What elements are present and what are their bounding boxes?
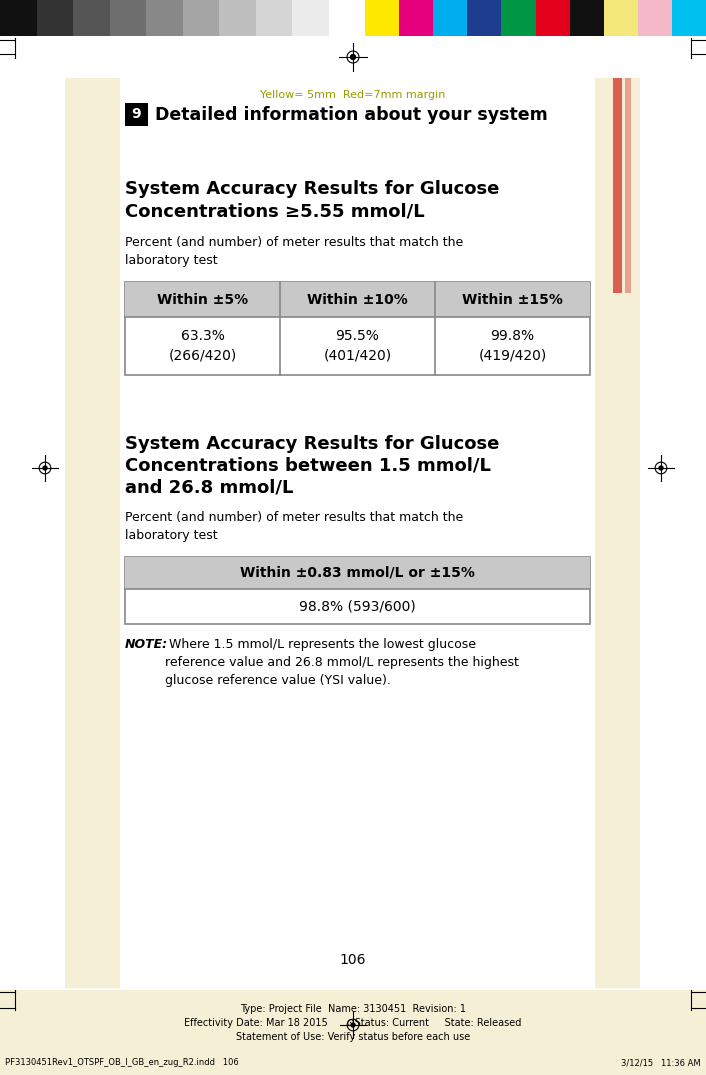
Bar (328, 0, 365, 35)
Bar (125, 557, 590, 624)
Text: Concentrations between 1.5 mmol/L: Concentrations between 1.5 mmol/L (125, 457, 491, 475)
Bar (570, 0, 604, 35)
Bar (219, 0, 256, 35)
Text: Detailed information about your system: Detailed information about your system (155, 105, 548, 124)
Bar (467, 0, 501, 35)
Bar (182, 0, 219, 35)
Text: NOTE:: NOTE: (125, 637, 168, 651)
Bar (535, 0, 570, 35)
Text: Where 1.5 mmol/L represents the lowest glucose
reference value and 26.8 mmol/L r: Where 1.5 mmol/L represents the lowest g… (165, 637, 519, 687)
Bar (672, 0, 706, 35)
Bar (638, 0, 672, 35)
Circle shape (659, 465, 663, 470)
Text: System Accuracy Results for Glucose: System Accuracy Results for Glucose (125, 435, 499, 453)
Text: Yellow= 5mm  Red=7mm margin: Yellow= 5mm Red=7mm margin (261, 90, 445, 100)
Bar (120, 78, 595, 988)
Bar (256, 0, 292, 35)
Text: System Accuracy Results for Glucose: System Accuracy Results for Glucose (125, 180, 499, 198)
Bar (109, 0, 146, 35)
Bar (625, 78, 631, 293)
Text: Within ±0.83 mmol/L or ±15%: Within ±0.83 mmol/L or ±15% (240, 567, 475, 580)
Bar (365, 0, 399, 35)
Text: Percent (and number) of meter results that match the
laboratory test: Percent (and number) of meter results th… (125, 511, 463, 542)
Text: Within ±10%: Within ±10% (307, 292, 408, 306)
Text: Percent (and number) of meter results that match the
laboratory test: Percent (and number) of meter results th… (125, 236, 463, 267)
Bar (37, 0, 73, 35)
Bar (73, 0, 109, 35)
Bar (0, 990, 706, 1075)
Circle shape (350, 55, 356, 59)
Bar (501, 0, 535, 35)
Bar (399, 0, 433, 35)
Bar (125, 557, 590, 589)
Bar (125, 282, 590, 317)
Circle shape (351, 1023, 355, 1027)
Bar (125, 282, 590, 375)
Bar (433, 0, 467, 35)
Bar (125, 103, 148, 126)
Text: Type: Project File  Name: 3130451  Revision: 1: Type: Project File Name: 3130451 Revisio… (240, 1004, 466, 1014)
Bar (65, 78, 640, 988)
Bar (292, 0, 328, 35)
Circle shape (43, 465, 47, 470)
Text: 98.8% (593/600): 98.8% (593/600) (299, 600, 416, 614)
Text: Effectivity Date: Mar 18 2015      ⊙Status: Current     State: Released: Effectivity Date: Mar 18 2015 ⊙Status: C… (184, 1018, 522, 1028)
Text: Concentrations ≥5.55 mmol/L: Concentrations ≥5.55 mmol/L (125, 202, 424, 220)
Text: and 26.8 mmol/L: and 26.8 mmol/L (125, 479, 294, 497)
Text: Statement of Use: Verify status before each use: Statement of Use: Verify status before e… (236, 1032, 470, 1042)
Text: 95.5%
(401/420): 95.5% (401/420) (323, 329, 392, 362)
Text: 9: 9 (132, 108, 141, 121)
Text: Within ±5%: Within ±5% (157, 292, 248, 306)
Bar (0, 35, 706, 78)
Text: 99.8%
(419/420): 99.8% (419/420) (479, 329, 546, 362)
Bar (613, 78, 622, 293)
Text: 106: 106 (340, 954, 366, 968)
Bar (604, 0, 638, 35)
Bar (0, 0, 37, 35)
Text: PF3130451Rev1_OTSPF_OB_I_GB_en_zug_R2.indd   106: PF3130451Rev1_OTSPF_OB_I_GB_en_zug_R2.in… (5, 1058, 239, 1067)
Text: Within ±15%: Within ±15% (462, 292, 563, 306)
Bar (146, 0, 182, 35)
Text: 3/12/15   11:36 AM: 3/12/15 11:36 AM (621, 1058, 701, 1067)
Text: 63.3%
(266/420): 63.3% (266/420) (168, 329, 237, 362)
